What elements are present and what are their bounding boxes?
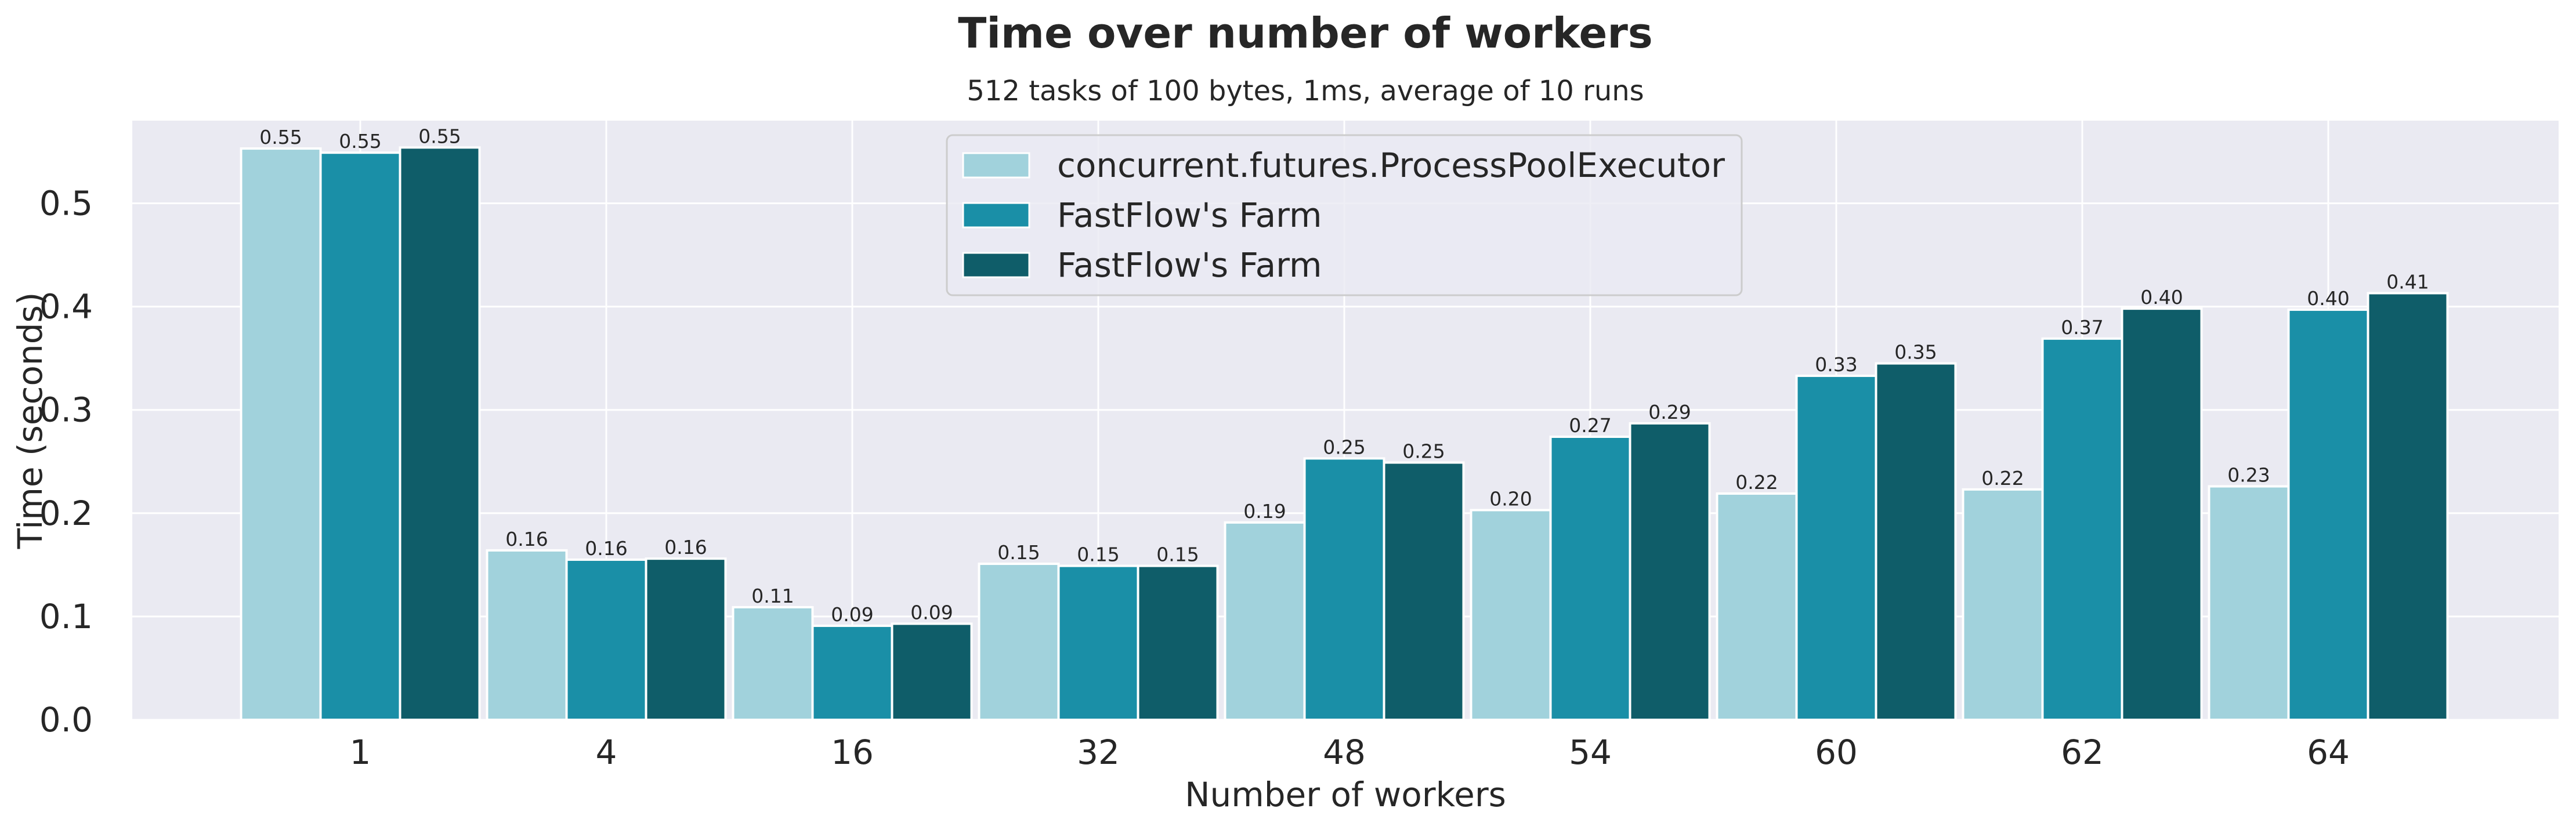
bar-value-label: 0.25: [1323, 436, 1365, 458]
bar: [486, 549, 568, 721]
legend-entry-label: FastFlow's Farm: [1057, 195, 1322, 235]
y-axis-label: Time (seconds): [10, 292, 50, 550]
bar: [2287, 308, 2369, 721]
bar-value-label: 0.41: [2386, 270, 2429, 293]
bar-value-label: 0.35: [1894, 341, 1937, 364]
chart-subtitle: 512 tasks of 100 bytes, 1ms, average of …: [967, 75, 1644, 107]
legend-entry-label: FastFlow's Farm: [1057, 245, 1322, 285]
bar-value-label: 0.40: [2140, 286, 2183, 309]
bar-value-label: 0.55: [339, 130, 381, 153]
bar-value-label: 0.22: [1735, 471, 1778, 494]
legend-box: [946, 134, 1743, 296]
bar-value-label: 0.33: [1815, 353, 1857, 376]
chart-title: Time over number of workers: [958, 9, 1653, 57]
bar: [1875, 362, 1957, 721]
bar: [2367, 292, 2449, 722]
bar-value-label: 0.16: [664, 536, 707, 559]
bar: [1795, 374, 1877, 721]
bar-value-label: 0.29: [1648, 401, 1691, 423]
bar: [891, 622, 973, 721]
x-axis-label: Number of workers: [1185, 775, 1506, 814]
bar-value-label: 0.15: [1077, 543, 1119, 566]
x-tick-label: 64: [2307, 733, 2350, 772]
legend: concurrent.futures.ProcessPoolExecutor Fa…: [946, 134, 1743, 296]
x-tick-label: 62: [2061, 733, 2104, 772]
bar-value-label: 0.23: [2227, 463, 2270, 486]
bar: [1549, 435, 1631, 722]
bar-value-label: 0.15: [997, 541, 1040, 564]
x-axis-ticks: 1 4 16 32 48 54 60 62 64: [350, 733, 2350, 772]
bar: [1224, 521, 1306, 721]
bar: [1383, 461, 1465, 721]
bar-value-label: 0.37: [2061, 316, 2103, 339]
bar: [240, 147, 322, 721]
bar-value-label: 0.19: [1243, 500, 1286, 523]
x-tick-label: 54: [1569, 733, 1612, 772]
bar: [1470, 509, 1552, 721]
bar-value-label: 0.25: [1402, 440, 1445, 463]
x-tick-label: 60: [1815, 733, 1858, 772]
y-tick-label: 0.4: [39, 287, 93, 327]
legend-swatch: [962, 152, 1030, 179]
y-tick-label: 0.2: [39, 494, 93, 533]
bar: [2041, 337, 2123, 721]
y-tick-label: 0.3: [39, 390, 93, 430]
bar-value-label: 0.27: [1569, 414, 1611, 437]
legend-entry-label: concurrent.futures.ProcessPoolExecutor: [1057, 146, 1725, 185]
bar-value-label: 0.20: [1489, 487, 1532, 510]
bar: [1057, 564, 1139, 721]
bar-value-label: 0.11: [751, 585, 794, 607]
y-axis-ticks: 0.0 0.1 0.2 0.3 0.4 0.5: [39, 183, 93, 740]
bar-value-label: 0.09: [910, 601, 953, 624]
bar-value-label: 0.15: [1156, 543, 1199, 566]
bar-value-label: 0.22: [1981, 467, 2024, 490]
bar-value-label: 0.40: [2307, 287, 2349, 310]
bar: [565, 558, 647, 721]
x-tick-label: 32: [1077, 733, 1120, 772]
bar-value-label: 0.16: [505, 528, 548, 550]
legend-swatch: [962, 252, 1030, 278]
bars-group: [240, 146, 2449, 722]
bar: [319, 151, 401, 721]
bar: [2208, 485, 2290, 721]
bar: [811, 624, 893, 722]
bar: [1629, 422, 1711, 721]
bar: [732, 606, 814, 721]
legend-swatch: [962, 202, 1030, 229]
x-tick-label: 16: [831, 733, 874, 772]
bar: [1137, 564, 1219, 721]
x-tick-label: 4: [596, 733, 617, 772]
x-tick-label: 1: [350, 733, 371, 772]
bar: [1716, 492, 1798, 721]
bar: [399, 146, 481, 722]
data-labels-group: 0.55 0.16 0.11 0.15 0.19 0.20 0.22 0.22 0.23 0.55…: [259, 125, 2429, 626]
bar-value-label: 0.16: [585, 537, 627, 560]
bar: [2121, 307, 2203, 721]
y-tick-label: 0.1: [39, 597, 93, 636]
bar-value-label: 0.09: [831, 603, 873, 626]
x-tick-label: 48: [1323, 733, 1366, 772]
bar: [645, 557, 727, 721]
y-tick-label: 0.0: [39, 700, 93, 740]
bar: [1962, 488, 2044, 721]
y-tick-label: 0.5: [39, 183, 93, 223]
bar-value-label: 0.55: [418, 125, 461, 147]
bar: [978, 563, 1060, 721]
bar: [1303, 457, 1385, 721]
bar-value-label: 0.55: [259, 126, 302, 148]
